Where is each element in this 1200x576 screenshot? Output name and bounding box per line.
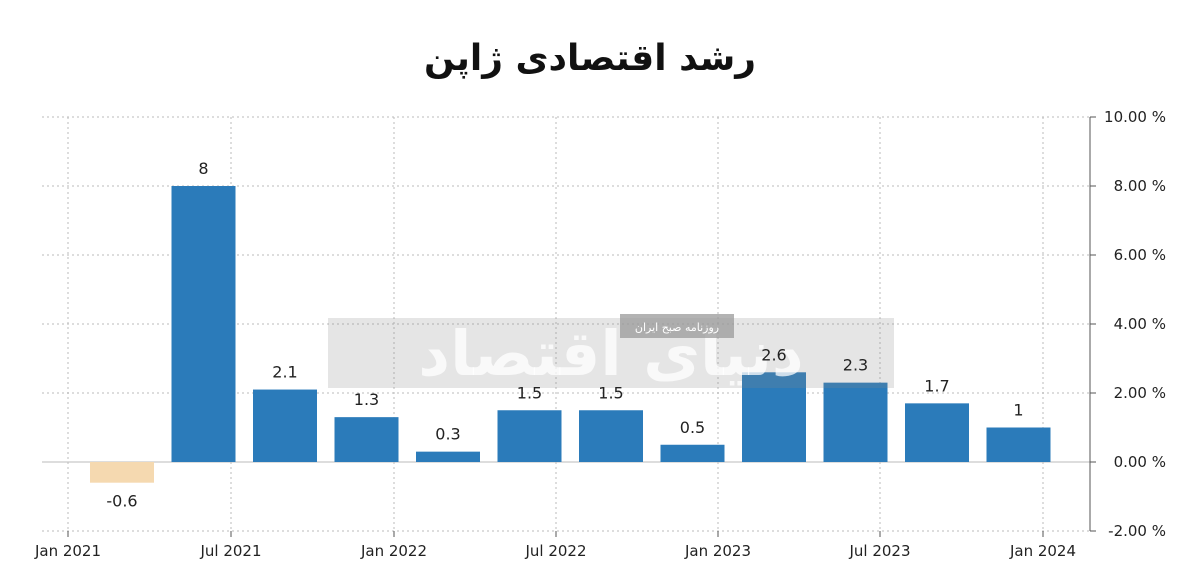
bar-value-label: 1 bbox=[1013, 401, 1023, 420]
bar bbox=[497, 410, 562, 462]
bar bbox=[660, 444, 725, 462]
axes: 10.00 % 8.00 % 6.00 % 4.00 % 2.00 % 0.00 % -2.… bbox=[34, 108, 1166, 560]
x-tick-label: Jan 2023 bbox=[684, 542, 751, 560]
bar bbox=[742, 372, 806, 462]
watermark-band bbox=[328, 318, 894, 388]
bar bbox=[416, 451, 480, 462]
x-tick-label: Jul 2023 bbox=[848, 542, 910, 560]
bar-value-label: 2.6 bbox=[761, 345, 786, 364]
bar-value-label: 1.3 bbox=[354, 390, 379, 409]
y-tick-label: 10.00 % bbox=[1104, 108, 1166, 126]
x-tick-label: Jul 2022 bbox=[524, 542, 586, 560]
bar bbox=[579, 410, 643, 462]
y-tick-label: -2.00 % bbox=[1108, 522, 1166, 540]
bar-value-label: 1.5 bbox=[598, 383, 623, 402]
bar-value-label: 2.3 bbox=[843, 356, 868, 375]
bar bbox=[986, 427, 1051, 462]
y-tick-label: 2.00 % bbox=[1114, 384, 1166, 402]
x-tick-label: Jan 2024 bbox=[1009, 542, 1076, 560]
x-tick-label: Jan 2021 bbox=[34, 542, 101, 560]
bar-value-label: 8 bbox=[198, 159, 208, 178]
y-tick-label: 6.00 % bbox=[1114, 246, 1166, 264]
watermark-tagline-box bbox=[620, 314, 734, 338]
x-tick-label: Jan 2022 bbox=[360, 542, 427, 560]
bar-value-label: 2.1 bbox=[272, 363, 297, 382]
bar bbox=[823, 382, 888, 462]
y-tick-label: 0.00 % bbox=[1114, 453, 1166, 471]
watermark-brand: دنیای اقتصاد bbox=[418, 317, 803, 390]
bar bbox=[253, 389, 317, 462]
bar-value-label: 1.7 bbox=[924, 376, 949, 395]
bar-value-label: -0.6 bbox=[106, 492, 137, 511]
bar bbox=[334, 417, 399, 462]
bar bbox=[171, 186, 236, 462]
y-tick-label: 4.00 % bbox=[1114, 315, 1166, 333]
x-tick-label: Jul 2021 bbox=[199, 542, 261, 560]
watermark-tagline: روزنامه صبح ایران bbox=[635, 321, 719, 334]
data-labels: -0.6 8 2.1 1.3 0.3 1.5 1.5 0.5 2.6 2.3 1.7 1 bbox=[106, 159, 1023, 511]
watermark: دنیای اقتصاد روزنامه صبح ایران bbox=[328, 314, 894, 390]
bar bbox=[905, 403, 969, 462]
chart-title: رشد اقتصادی ژاپن bbox=[423, 38, 757, 79]
bar-value-label: 0.3 bbox=[435, 425, 460, 444]
bar bbox=[90, 462, 154, 483]
bar-value-label: 1.5 bbox=[517, 383, 542, 402]
y-tick-label: 8.00 % bbox=[1114, 177, 1166, 195]
bars bbox=[90, 186, 1051, 483]
bar-value-label: 0.5 bbox=[680, 418, 705, 437]
